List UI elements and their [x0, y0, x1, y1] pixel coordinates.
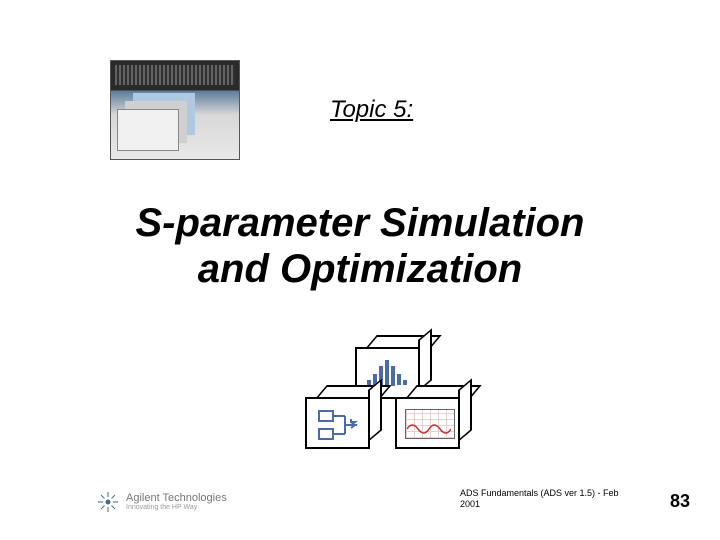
company-name: Agilent Technologies [126, 493, 227, 505]
plot-cube [395, 385, 460, 437]
schematic-cube [305, 385, 370, 437]
cubes-diagram [300, 335, 480, 465]
company-logo: Agilent Technologies Innovating the HP W… [96, 490, 227, 514]
page-number: 83 [670, 491, 690, 512]
title-line-1: S-parameter Simulation [0, 200, 720, 246]
spectrum-icon [363, 358, 413, 388]
topic-label: Topic 5: [330, 96, 413, 124]
topic-thumbnail [110, 60, 240, 160]
footer-meta: ADS Fundamentals (ADS ver 1.5) - Feb 200… [460, 488, 630, 510]
schematic-icon [313, 405, 365, 445]
waveform-icon [407, 423, 451, 435]
topic-header: Topic 5: [0, 60, 720, 160]
company-tagline: Innovating the HP Way [126, 504, 227, 511]
spark-icon [96, 490, 120, 514]
title-line-2: and Optimization [0, 246, 720, 292]
spectrum-cube [355, 335, 420, 387]
slide-title: S-parameter Simulation and Optimization [0, 200, 720, 292]
